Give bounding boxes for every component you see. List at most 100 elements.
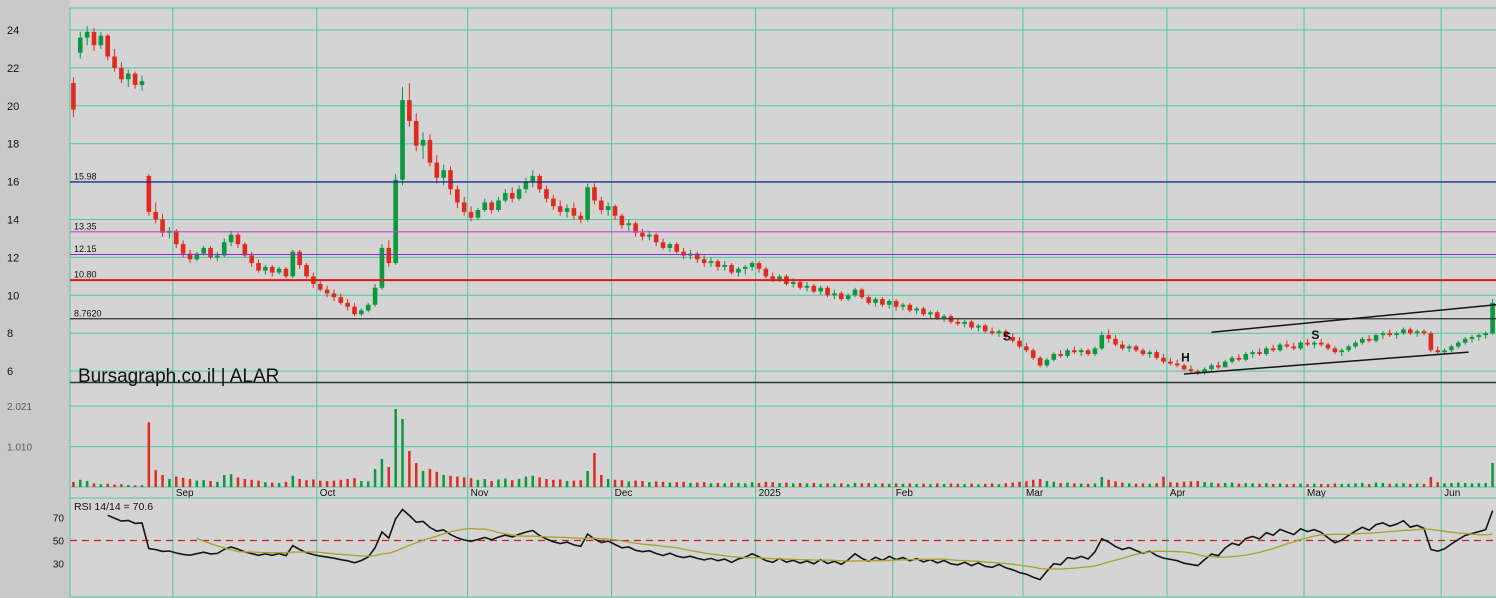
candle-body bbox=[461, 202, 467, 212]
candle-body bbox=[1092, 348, 1098, 355]
candle-body bbox=[633, 223, 638, 233]
rsi-axis-label: 70 bbox=[53, 514, 65, 525]
candle-body bbox=[338, 297, 344, 303]
level-price-label: 13.35 bbox=[74, 221, 97, 231]
candle-body bbox=[982, 325, 988, 332]
candle-body bbox=[482, 202, 488, 211]
candle-body bbox=[1401, 329, 1406, 334]
candle-body bbox=[976, 325, 981, 328]
candle-body bbox=[1168, 361, 1173, 364]
candle-body bbox=[989, 331, 995, 334]
candle-body bbox=[1216, 365, 1221, 368]
candle-body bbox=[564, 208, 570, 212]
candle-body bbox=[866, 297, 871, 303]
candle-body bbox=[640, 232, 645, 237]
candle-body bbox=[1065, 350, 1070, 356]
candle-body bbox=[269, 266, 275, 273]
candle-body bbox=[1126, 346, 1132, 349]
candle-body bbox=[153, 211, 158, 220]
candle-body bbox=[379, 247, 385, 288]
candle-body bbox=[324, 289, 330, 294]
candle-body bbox=[1312, 342, 1317, 345]
month-axis-label: Sep bbox=[176, 488, 194, 499]
candle-body bbox=[934, 312, 940, 319]
trend-channel-line bbox=[1211, 304, 1496, 333]
candle-body bbox=[393, 179, 398, 264]
candle-body bbox=[742, 266, 748, 269]
candle-body bbox=[804, 285, 810, 288]
rsi-signal-line bbox=[196, 527, 1493, 570]
candle-body bbox=[1024, 346, 1029, 351]
candle-body bbox=[770, 276, 776, 281]
candle-body bbox=[859, 289, 865, 298]
candle-body bbox=[660, 242, 666, 248]
candle-body bbox=[1120, 344, 1125, 349]
candle-body bbox=[1339, 350, 1345, 353]
candle-body bbox=[235, 234, 241, 245]
month-axis-label: Mar bbox=[1026, 488, 1044, 499]
candle-body bbox=[1353, 342, 1358, 347]
candle-body bbox=[1147, 352, 1153, 355]
candle-body bbox=[98, 35, 104, 46]
candle-body bbox=[1455, 342, 1461, 347]
watermark-brand-ticker: Bursagraph.co.il | ALAR bbox=[78, 366, 279, 387]
candle-body bbox=[297, 251, 302, 265]
candle-body bbox=[132, 73, 138, 85]
candle-body bbox=[1113, 338, 1118, 345]
candle-body bbox=[455, 189, 460, 203]
price-axis-label: 24 bbox=[7, 25, 19, 37]
candle-body bbox=[1318, 342, 1324, 345]
candle-body bbox=[1037, 357, 1043, 366]
candle-body bbox=[1209, 365, 1214, 370]
candle-body bbox=[331, 293, 337, 298]
candle-body bbox=[681, 251, 686, 256]
candle-body bbox=[585, 187, 590, 220]
candle-body bbox=[125, 73, 131, 80]
candle-body bbox=[1140, 350, 1146, 355]
candle-body bbox=[509, 192, 515, 199]
candle-body bbox=[1332, 348, 1338, 353]
candle-body bbox=[838, 293, 844, 300]
candle-body bbox=[592, 187, 597, 201]
candle-body bbox=[1435, 350, 1441, 353]
candle-body bbox=[1243, 354, 1249, 360]
candle-body bbox=[1222, 361, 1228, 368]
level-price-label: 10.80 bbox=[74, 270, 97, 280]
candle-body bbox=[667, 244, 673, 248]
candle-body bbox=[448, 170, 453, 190]
candle-body bbox=[1154, 352, 1159, 358]
month-axis-label: Feb bbox=[896, 488, 914, 499]
candle-body bbox=[1428, 333, 1434, 351]
candle-body bbox=[160, 219, 165, 233]
pattern-annotation: H bbox=[1181, 351, 1190, 365]
candle-body bbox=[1051, 354, 1057, 360]
candle-body bbox=[941, 316, 947, 319]
candle-body bbox=[818, 287, 824, 292]
month-axis-label: Oct bbox=[320, 488, 336, 499]
candle-body bbox=[1490, 302, 1495, 334]
rsi-axis-label: 50 bbox=[53, 537, 65, 548]
candle-body bbox=[811, 285, 817, 292]
price-axis-label: 20 bbox=[7, 101, 19, 113]
rsi-axis-label: 30 bbox=[53, 560, 65, 571]
candle-body bbox=[468, 211, 474, 218]
candle-body bbox=[626, 223, 632, 226]
candle-body bbox=[489, 202, 494, 211]
candle-body bbox=[832, 293, 837, 296]
candle-body bbox=[1373, 335, 1379, 341]
candle-body bbox=[1044, 359, 1050, 366]
candle-body bbox=[112, 56, 117, 68]
candle-body bbox=[317, 283, 323, 290]
candle-body bbox=[372, 287, 378, 305]
month-axis-label: Jun bbox=[1444, 488, 1460, 499]
candle-body bbox=[1072, 350, 1077, 353]
candle-body bbox=[1181, 365, 1187, 370]
pattern-annotation: S bbox=[1003, 329, 1011, 343]
candle-body bbox=[1476, 335, 1482, 337]
candle-body bbox=[619, 215, 625, 226]
candle-body bbox=[928, 312, 933, 315]
trend-channel-line bbox=[1184, 351, 1469, 375]
